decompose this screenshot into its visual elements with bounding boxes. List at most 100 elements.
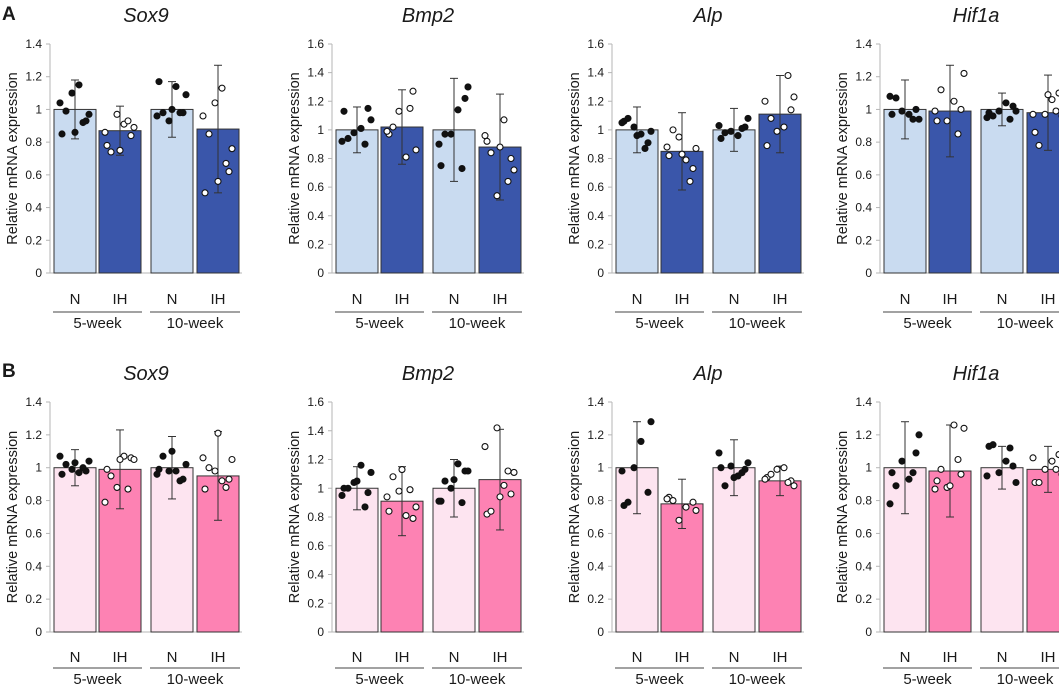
y-tick-label: 0.2 xyxy=(587,592,604,606)
data-point-open xyxy=(487,507,495,515)
data-point-filled xyxy=(644,488,652,496)
data-point-open xyxy=(201,189,209,197)
data-point-filled xyxy=(361,503,369,511)
y-axis-label: Relative mRNA expression xyxy=(5,431,21,603)
y-tick-label: 0.4 xyxy=(855,559,872,573)
data-point-filled xyxy=(717,464,725,472)
data-point-open xyxy=(205,130,213,138)
data-point-open xyxy=(124,117,132,125)
data-point-open xyxy=(507,154,515,163)
chart-bmp2-b: Bmp2 Relative mRNA expression 0 0.2 0.4 0.6 0.… xyxy=(287,363,524,688)
data-point-open xyxy=(214,429,222,437)
data-point-filled xyxy=(344,484,352,492)
data-point-open xyxy=(686,177,694,185)
x-category-label: N xyxy=(70,649,81,666)
group-label: 5-week xyxy=(903,671,952,688)
x-category-label: IH xyxy=(211,291,226,308)
data-point-open xyxy=(960,69,968,77)
y-tick-label: 0.8 xyxy=(25,135,42,149)
data-point-open xyxy=(409,514,417,522)
data-point-filled xyxy=(172,82,180,91)
data-point-filled xyxy=(168,447,176,455)
group-label: 5-week xyxy=(355,671,404,688)
y-tick-label: 1.4 xyxy=(25,37,42,51)
data-point-filled xyxy=(357,461,365,469)
data-point-filled xyxy=(68,89,76,97)
data-point-open xyxy=(218,477,226,485)
data-point-open xyxy=(481,132,489,140)
data-point-filled xyxy=(153,470,161,478)
data-point-filled xyxy=(1009,102,1017,110)
x-category-label: N xyxy=(900,649,911,666)
data-point-filled xyxy=(1002,99,1010,107)
data-point-filled xyxy=(450,476,458,484)
y-tick-label: 1.4 xyxy=(855,37,872,51)
data-point-filled xyxy=(435,497,443,505)
chart-title: Alp xyxy=(693,363,723,385)
data-point-open xyxy=(1035,141,1043,149)
y-tick-label: 0.6 xyxy=(307,180,324,194)
y-tick-label: 1.2 xyxy=(25,70,42,84)
bar-ih-10week xyxy=(1026,112,1059,274)
data-point-open xyxy=(101,128,109,136)
data-point-filled xyxy=(912,105,920,113)
x-category-label: IH xyxy=(943,291,958,308)
data-point-open xyxy=(225,168,233,176)
data-point-open xyxy=(665,152,673,160)
data-point-open xyxy=(943,117,951,125)
y-tick-label: 0.8 xyxy=(855,494,872,508)
data-point-open xyxy=(493,192,501,200)
data-point-open xyxy=(682,156,690,164)
data-point-filled xyxy=(738,469,746,477)
data-point-open xyxy=(225,475,233,483)
data-point-open xyxy=(205,464,213,472)
data-point-open xyxy=(395,107,403,115)
data-point-filled xyxy=(79,464,87,472)
data-point-filled xyxy=(727,462,735,470)
y-tick-label: 0.8 xyxy=(855,135,872,149)
y-tick-label: 0.4 xyxy=(587,209,604,223)
data-point-filled xyxy=(338,137,346,145)
data-point-open xyxy=(406,104,414,112)
data-point-filled xyxy=(182,91,190,99)
data-point-filled xyxy=(744,114,752,122)
data-point-filled xyxy=(641,144,649,153)
chart-title: Sox9 xyxy=(123,5,169,27)
data-point-open xyxy=(1052,107,1059,115)
data-point-open xyxy=(1044,91,1052,99)
data-point-open xyxy=(675,133,683,141)
data-point-open xyxy=(211,467,219,475)
data-point-open xyxy=(496,143,504,151)
x-category-label: N xyxy=(900,291,911,308)
chart-title: Sox9 xyxy=(123,363,169,385)
data-point-filled xyxy=(892,94,900,102)
y-tick-label: 0 xyxy=(865,625,872,639)
data-point-filled xyxy=(441,130,449,138)
data-point-filled xyxy=(176,109,184,117)
data-point-open xyxy=(228,145,236,153)
bar-n-5week xyxy=(615,129,659,274)
data-point-open xyxy=(113,483,121,491)
data-point-open xyxy=(510,166,518,174)
y-tick-label: 1.2 xyxy=(307,94,324,108)
data-point-filled xyxy=(85,110,93,118)
data-point-filled xyxy=(898,457,906,465)
data-point-filled xyxy=(995,107,1003,115)
data-point-filled xyxy=(983,472,991,480)
y-tick-label: 1.4 xyxy=(587,66,604,80)
data-point-open xyxy=(787,106,795,114)
bar-n-5week xyxy=(335,487,379,633)
bar-n-5week xyxy=(53,467,97,633)
y-axis-label: Relative mRNA expression xyxy=(835,431,851,603)
data-point-open xyxy=(385,507,393,515)
data-point-filled xyxy=(350,129,358,137)
group-label: 5-week xyxy=(635,315,684,332)
data-point-filled xyxy=(464,467,472,475)
data-point-open xyxy=(124,485,132,493)
group-label: 10-week xyxy=(449,671,506,688)
y-tick-label: 0.6 xyxy=(855,168,872,182)
y-tick-label: 0.6 xyxy=(25,526,42,540)
group-label: 10-week xyxy=(997,671,1054,688)
data-point-filled xyxy=(888,469,896,477)
data-point-open xyxy=(669,126,677,134)
